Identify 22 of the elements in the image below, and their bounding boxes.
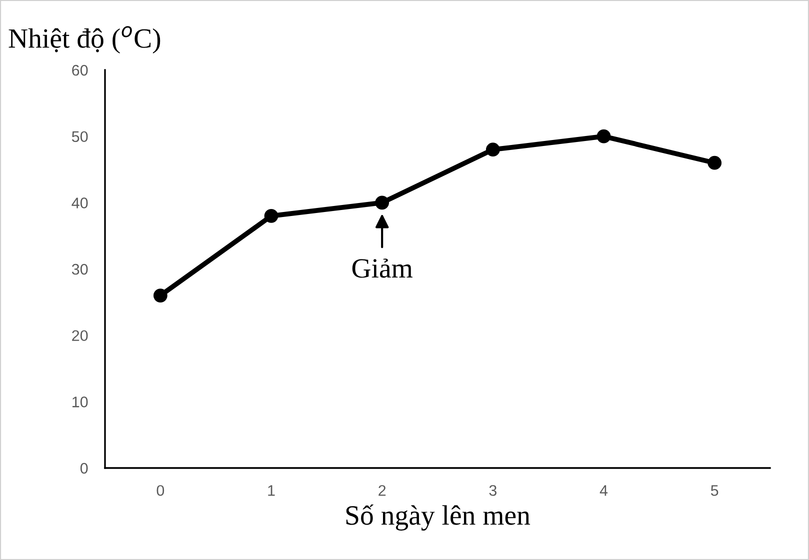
point	[264, 208, 278, 223]
x-tick-label: 1	[268, 485, 275, 496]
x-tick-label: 0	[156, 485, 164, 496]
y-tick-label: 40	[72, 198, 88, 208]
point	[708, 156, 722, 170]
annotation: Giảm	[352, 258, 413, 278]
point	[375, 196, 390, 210]
y-tick-label: 20	[72, 330, 88, 342]
x-tick-label: 3	[489, 485, 496, 496]
point	[486, 142, 500, 157]
point	[153, 288, 168, 302]
y-tick-label: 10	[72, 396, 88, 408]
y-tick-label: 0	[80, 462, 88, 474]
x-tick-label: 2	[378, 485, 386, 496]
x-tick-label: 5	[710, 485, 718, 496]
y-tick-label: 60	[72, 64, 88, 76]
y-tick-label: 30	[72, 264, 88, 275]
y-tick-label: 50	[72, 131, 88, 142]
x-axis-title: Số ngày lên men	[346, 504, 530, 531]
point	[596, 129, 611, 144]
chart-title: Nhiệt độ ($^{o}$C)	[8, 26, 160, 54]
x-tick-label: 4	[600, 485, 608, 496]
